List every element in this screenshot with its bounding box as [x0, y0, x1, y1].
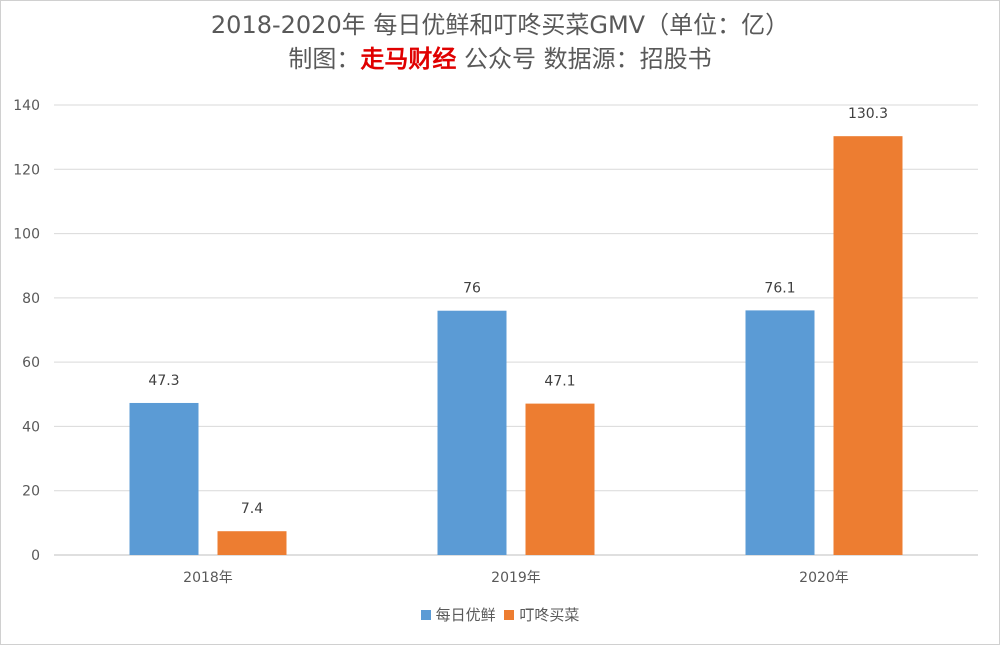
data-label-0-0: 47.3 — [148, 373, 179, 389]
y-tick-label-1: 20 — [22, 484, 40, 500]
y-tick-label-6: 120 — [13, 162, 40, 178]
y-tick-label-0: 0 — [31, 548, 40, 564]
legend-swatch-series-1 — [504, 609, 515, 620]
bar-0-1 — [217, 531, 287, 555]
bar-2-1 — [833, 136, 903, 555]
data-label-2-1: 130.3 — [848, 106, 888, 122]
legend: 每日优鲜 叮咚买菜 — [0, 604, 1000, 625]
bar-2-0 — [745, 310, 815, 555]
bar-1-0 — [437, 310, 507, 555]
legend-item-series-0: 每日优鲜 — [420, 604, 496, 625]
subtitle-suffix: 公众号 数据源：招股书 — [456, 45, 712, 73]
subtitle-line: 制图：走马财经 公众号 数据源：招股书 — [0, 42, 1000, 76]
legend-label-series-1: 叮咚买菜 — [519, 606, 580, 624]
chart-title: 2018-2020年 每日优鲜和叮咚买菜GMV（单位：亿） 制图：走马财经 公众… — [0, 8, 1000, 76]
data-label-1-1: 47.1 — [544, 374, 575, 390]
y-tick-label-7: 140 — [13, 98, 40, 114]
subtitle-highlight: 走马财经 — [360, 45, 457, 73]
y-tick-label-3: 60 — [22, 355, 40, 371]
bar-0-0 — [129, 402, 199, 555]
data-label-0-1: 7.4 — [241, 501, 263, 517]
y-tick-label-4: 80 — [22, 291, 40, 307]
x-tick-label-1: 2019年 — [491, 570, 541, 586]
x-tick-label-2: 2020年 — [799, 570, 849, 586]
title-line: 2018-2020年 每日优鲜和叮咚买菜GMV（单位：亿） — [210, 11, 790, 39]
subtitle-prefix: 制图： — [288, 45, 361, 73]
data-label-1-0: 76 — [463, 281, 481, 297]
x-tick-label-0: 2018年 — [183, 570, 233, 586]
legend-swatch-series-0 — [420, 609, 431, 620]
data-label-2-0: 76.1 — [764, 280, 795, 296]
y-tick-label-5: 100 — [13, 227, 40, 243]
legend-item-series-1: 叮咚买菜 — [504, 604, 579, 625]
legend-label-series-0: 每日优鲜 — [435, 606, 496, 624]
bar-1-1 — [525, 403, 595, 555]
y-tick-label-2: 40 — [22, 419, 40, 435]
